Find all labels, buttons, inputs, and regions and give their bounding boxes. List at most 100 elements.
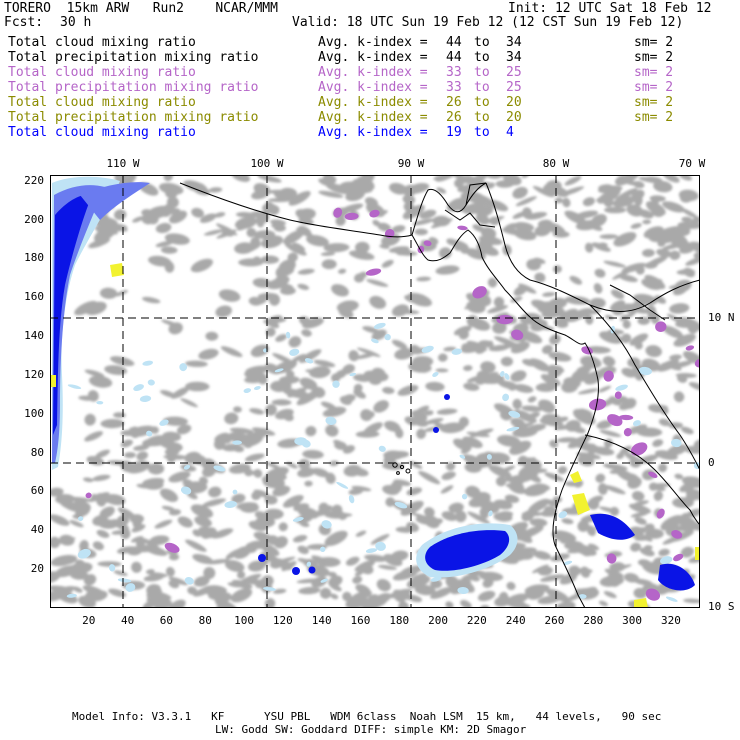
gray-cloud-patch <box>470 428 494 438</box>
gray-cloud-patch <box>654 295 667 304</box>
gray-cloud-patch <box>369 295 387 309</box>
gray-cloud-patch <box>292 242 306 251</box>
gray-cloud-patch <box>488 465 512 478</box>
gray-cloud-patch <box>237 571 246 579</box>
gray-cloud-patch <box>453 325 472 336</box>
gray-cloud-patch <box>436 187 447 194</box>
gray-cloud-patch <box>143 477 165 487</box>
gray-cloud-patch <box>504 494 520 503</box>
gray-cloud-patch <box>541 413 563 425</box>
blue-cell <box>258 554 266 562</box>
legend-smoothing: sm= 2 <box>634 35 674 50</box>
gray-cloud-patch <box>220 346 243 357</box>
purple-patch <box>656 508 665 519</box>
gray-cloud-patch <box>498 591 509 604</box>
gray-cloud-patch <box>155 240 174 248</box>
galapagos-island <box>405 468 411 474</box>
light-blue-patch <box>232 489 238 495</box>
x-tick-label: 80 <box>198 614 212 627</box>
gray-cloud-patch <box>356 176 375 191</box>
gray-cloud-patch <box>532 550 552 560</box>
gray-cloud-patch <box>83 477 94 483</box>
legend-field-label: Total cloud mixing ratio <box>8 125 196 140</box>
gray-cloud-patch <box>231 493 246 504</box>
gray-cloud-patch <box>629 457 642 468</box>
gray-cloud-patch <box>100 418 125 429</box>
gray-cloud-patch <box>639 547 655 557</box>
gray-cloud-patch <box>224 412 239 425</box>
gray-cloud-patch <box>629 333 649 346</box>
light-blue-patch <box>486 454 492 460</box>
gray-cloud-patch <box>660 362 669 370</box>
gray-cloud-patch <box>548 351 572 362</box>
gray-cloud-patch <box>257 175 282 183</box>
gray-cloud-patch <box>642 219 652 225</box>
light-blue-patch <box>506 426 520 432</box>
light-blue-patch <box>180 486 192 495</box>
gray-cloud-patch <box>168 576 189 586</box>
gray-cloud-patch <box>260 543 280 557</box>
gray-cloud-patch <box>281 284 294 294</box>
gray-cloud-patch <box>630 511 649 518</box>
gray-cloud-patch <box>161 505 175 511</box>
gray-cloud-patch <box>92 474 111 482</box>
gray-cloud-patch <box>583 586 597 594</box>
gray-cloud-patch <box>409 461 423 469</box>
gray-cloud-patch <box>682 522 692 530</box>
gray-cloud-patch <box>585 314 594 325</box>
gray-cloud-patch <box>665 232 678 241</box>
light-blue-patch <box>159 419 169 426</box>
valid-time: Valid: 18 UTC Sun 19 Feb 12 (12 CST Sun … <box>292 15 684 30</box>
gray-cloud-patch <box>533 483 551 491</box>
gray-cloud-patch <box>58 586 75 594</box>
gray-cloud-patch <box>589 309 601 315</box>
legend-to-word: to <box>474 95 490 110</box>
border-central-america <box>444 209 496 228</box>
gray-cloud-patch <box>537 566 553 576</box>
gray-cloud-patch <box>305 425 317 437</box>
gray-cloud-patch <box>242 434 264 447</box>
light-blue-patch <box>373 322 386 329</box>
gray-cloud-patch <box>462 436 483 449</box>
gray-cloud-patch <box>364 554 388 562</box>
gray-cloud-patch <box>604 314 614 320</box>
gray-cloud-patch <box>203 229 224 236</box>
purple-patch <box>606 553 617 564</box>
gray-cloud-patch <box>407 292 432 307</box>
gray-cloud-patch <box>370 534 390 545</box>
gray-cloud-patch <box>95 449 110 459</box>
gray-cloud-patch <box>609 300 626 312</box>
purple-patch <box>333 207 343 218</box>
gray-cloud-patch <box>531 299 551 311</box>
gray-cloud-patch <box>680 546 694 558</box>
gray-cloud-patch <box>169 210 188 224</box>
legend-field-label: Total precipitation mixing ratio <box>8 50 259 65</box>
legend-row: Total cloud mixing ratio Avg. k-index = 33… <box>8 66 708 80</box>
gray-cloud-patch <box>110 356 135 367</box>
gray-cloud-patch <box>493 296 505 308</box>
gray-cloud-patch <box>257 374 268 385</box>
gray-cloud-patch <box>582 197 595 207</box>
gray-cloud-patch <box>652 439 664 447</box>
gray-cloud-patch <box>587 443 597 455</box>
gray-cloud-patch <box>538 399 556 413</box>
gray-cloud-patch <box>529 518 548 527</box>
light-blue-patch <box>457 586 469 595</box>
gray-cloud-patch <box>673 279 692 293</box>
gray-cloud-patch <box>410 573 427 582</box>
legend-to-word: to <box>474 110 490 125</box>
gray-cloud-patch <box>528 412 540 419</box>
gray-cloud-patch <box>513 384 534 393</box>
gray-cloud-patch <box>353 273 365 283</box>
gray-cloud-patch <box>260 235 284 249</box>
light-blue-patch <box>671 438 682 448</box>
gray-cloud-patch <box>513 228 537 241</box>
legend-from-value: 26 <box>446 110 462 125</box>
gray-cloud-patch <box>588 223 603 231</box>
gray-cloud-patch <box>394 348 414 360</box>
model-run-title: TORERO 15km ARW Run2 NCAR/MMM <box>4 1 278 16</box>
gray-cloud-patch <box>117 507 136 519</box>
gray-cloud-patch <box>288 336 302 348</box>
gray-cloud-patch <box>288 191 311 206</box>
gray-cloud-patch <box>116 175 137 187</box>
